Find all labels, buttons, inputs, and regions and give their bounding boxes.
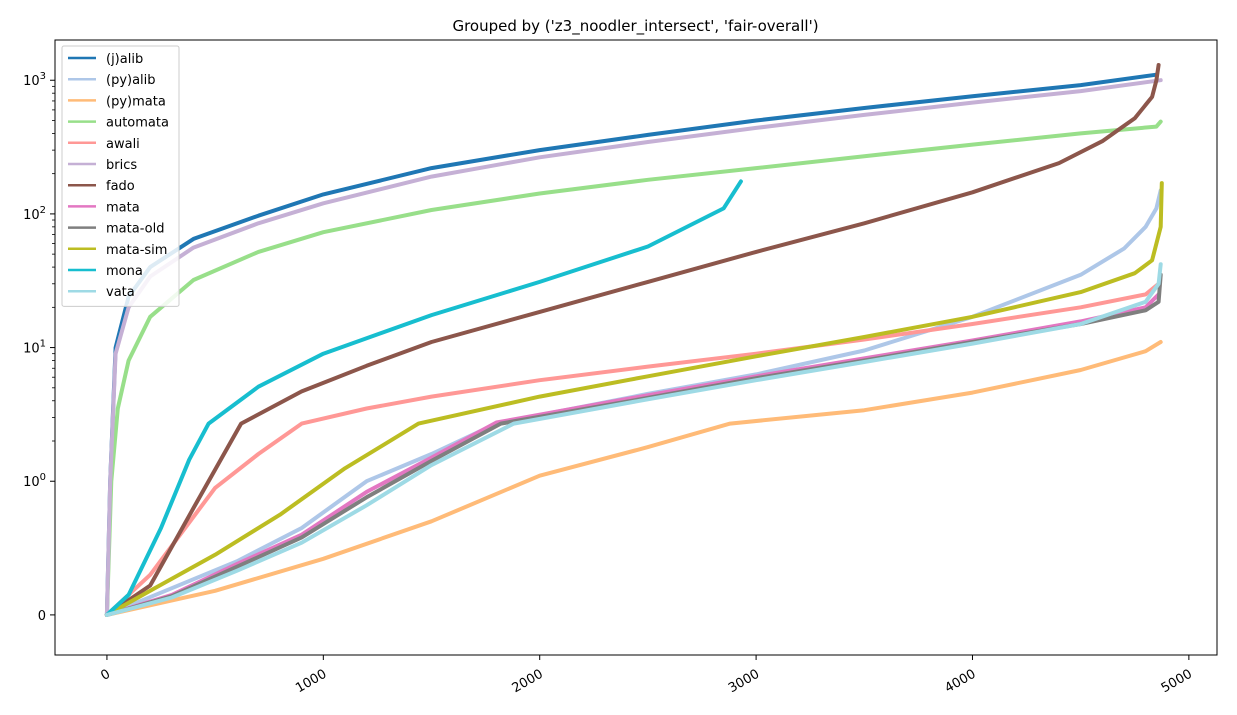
legend-label: mata-old [106, 222, 164, 237]
x-tick-label: 5000 [1159, 667, 1195, 697]
legend-label: awali [106, 137, 140, 152]
x-tick-label: 1000 [293, 667, 329, 697]
y-tick-label: 102 [23, 205, 46, 223]
series-line-mata-old [104, 272, 1163, 617]
legend-label: fado [106, 179, 135, 194]
x-tick-label: 2000 [510, 667, 546, 697]
series-line-brics [104, 78, 1163, 617]
y-tick-label: 100 [23, 472, 46, 490]
legend-label: mona [106, 264, 143, 279]
series-line-fado [104, 63, 1161, 617]
y-tick-label: 103 [23, 71, 46, 89]
x-axis: 0 1000 2000 3000 4000 5000 [98, 655, 1195, 696]
series-line-mata [104, 292, 1161, 617]
series-line-mona [104, 179, 743, 617]
legend-label: mata-sim [106, 243, 167, 258]
legend: (j)alib (py)alib (py)mata automata awali bric… [61, 45, 180, 307]
series-line-automata [104, 119, 1163, 617]
legend-label: vata [106, 285, 135, 300]
legend-label: (j)alib [106, 52, 143, 67]
legend-label: (py)alib [106, 73, 156, 88]
chart-title: Grouped by ('z3_noodler_intersect', 'fai… [452, 17, 818, 36]
series-line-awali [104, 281, 1161, 617]
x-tick-label: 3000 [726, 667, 762, 697]
y-tick-label: 0 [38, 609, 46, 624]
x-tick-label: 4000 [942, 667, 978, 697]
series-line-vata [104, 262, 1163, 617]
legend-frame [61, 45, 180, 307]
series-line-py-mata [104, 340, 1163, 617]
legend-label: automata [106, 116, 169, 131]
legend-label: (py)mata [106, 94, 166, 109]
y-tick-label: 101 [23, 339, 46, 357]
y-axis: 0 100 101 102 103 [23, 71, 55, 624]
x-tick-label: 0 [98, 667, 113, 684]
series-line-j-alib [104, 72, 1159, 617]
legend-label: mata [106, 200, 140, 215]
series-line-mata-sim [104, 181, 1164, 617]
series-layer [104, 63, 1164, 617]
legend-label: brics [106, 158, 137, 173]
